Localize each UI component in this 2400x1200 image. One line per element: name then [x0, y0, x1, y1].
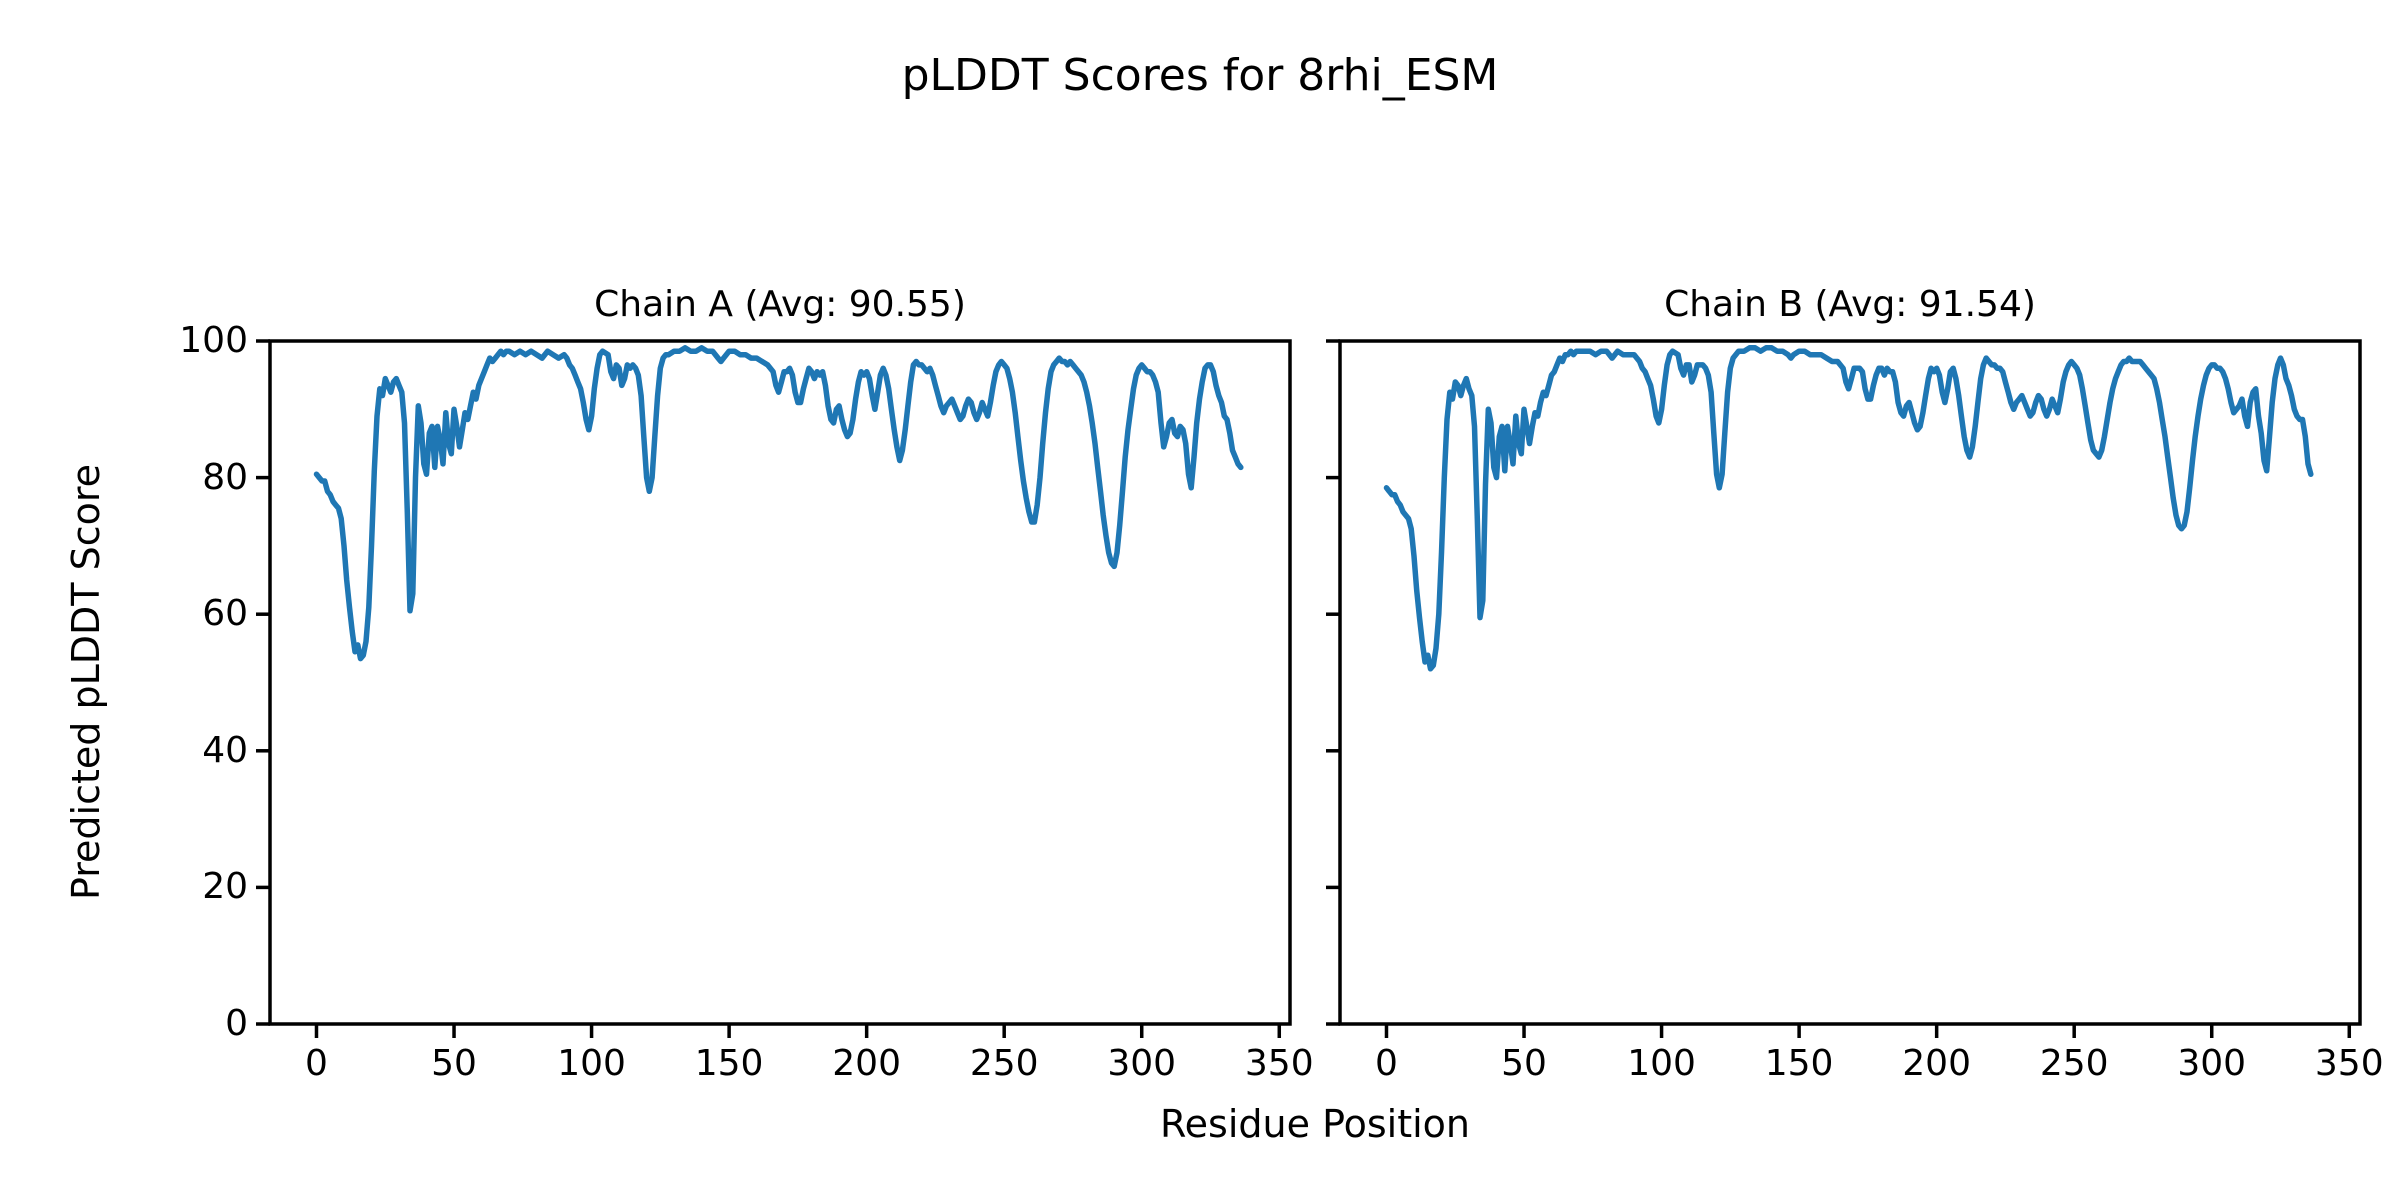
plddt-line	[313, 345, 1244, 662]
chain-a-title: Chain A (Avg: 90.55)	[594, 284, 966, 325]
x-axis-label: Residue Position	[1159, 1102, 1471, 1146]
x-tick-label: 200	[1902, 1043, 1971, 1084]
y-tick-label: 20	[202, 866, 248, 908]
axes-frame	[268, 339, 1292, 1026]
y-tick-label: 40	[202, 729, 248, 771]
x-tick-label: 0	[305, 1043, 328, 1084]
x-tick-label: 150	[1764, 1043, 1834, 1084]
x-tick-label: 350	[1244, 1043, 1314, 1084]
chain-b-title: Chain B (Avg: 91.54)	[1664, 284, 2036, 325]
chain-b-plot	[1326, 339, 2362, 1038]
x-tick-label: 250	[2039, 1043, 2109, 1084]
x-tick-label: 150	[694, 1043, 764, 1084]
axes-frame	[1338, 339, 2362, 1026]
x-tick-label: 100	[1627, 1043, 1696, 1084]
x-tick-label: 200	[832, 1043, 901, 1084]
y-tick-label: 0	[225, 1003, 248, 1044]
plddt-line	[1383, 345, 2314, 672]
chain-a-plot	[256, 339, 1292, 1038]
figure-title: pLDDT Scores for 8rhi_ESM	[901, 50, 1499, 101]
y-tick-label: 80	[202, 456, 248, 498]
x-tick-label: 300	[2177, 1043, 2247, 1084]
x-tick-label: 100	[557, 1043, 626, 1084]
y-tick-label: 100	[179, 320, 248, 361]
y-axis-label: Predicted pLDDT Score	[64, 464, 108, 900]
x-tick-label: 50	[431, 1043, 477, 1084]
y-tick-label: 60	[202, 593, 248, 635]
x-tick-label: 50	[1501, 1043, 1547, 1084]
x-tick-label: 250	[969, 1043, 1039, 1084]
x-tick-label: 0	[1375, 1043, 1398, 1084]
x-tick-label: 350	[2314, 1043, 2384, 1084]
x-tick-label: 300	[1107, 1043, 1177, 1084]
